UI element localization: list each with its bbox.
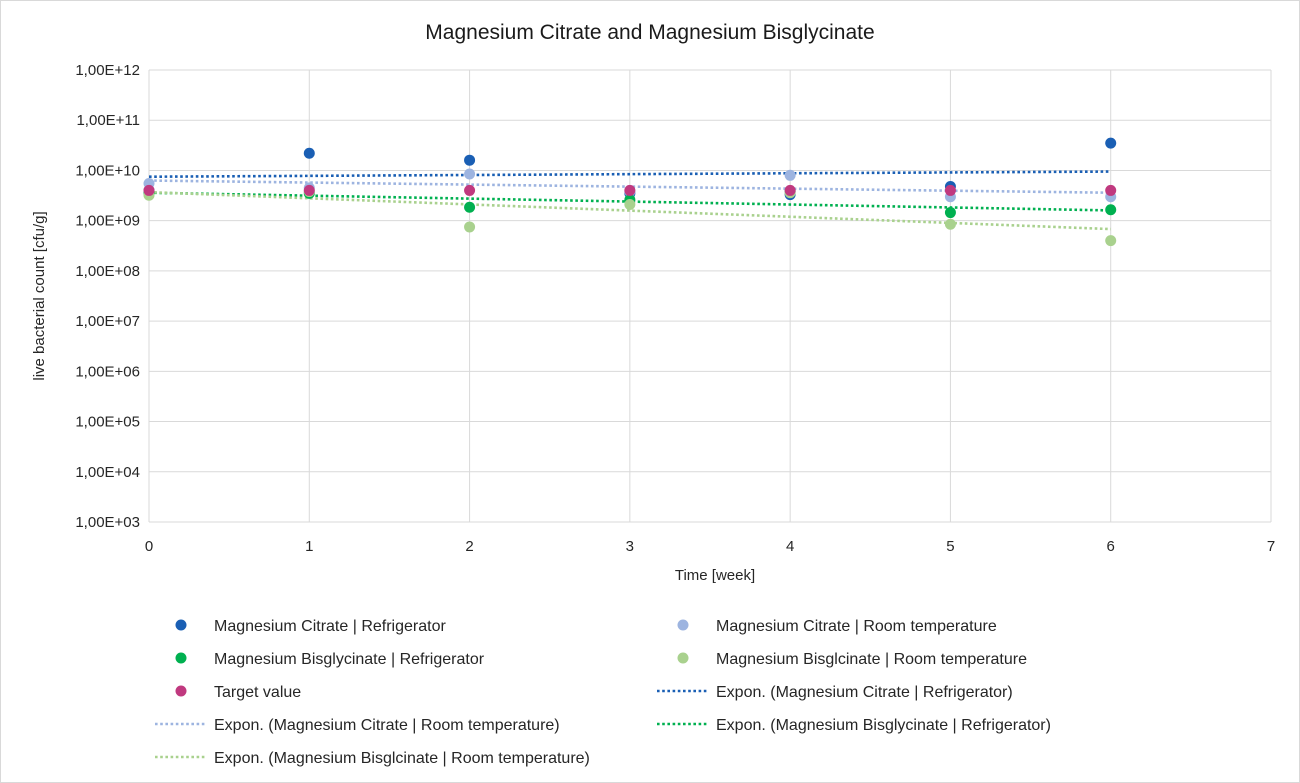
x-tick-label: 4 [786,538,794,555]
data-point [944,207,956,219]
x-tick-label: 1 [305,538,313,555]
data-point [1105,184,1117,196]
legend-label: Expon. (Magnesium Citrate | Refrigerator… [716,684,1013,701]
x-tick-label: 7 [1267,538,1275,555]
legend-marker [175,685,187,697]
gridlines [148,69,1272,523]
data-point [464,168,476,180]
data-point [944,184,956,196]
legend-label: Target value [214,684,301,701]
legend-marker [677,652,689,664]
legend: Magnesium Citrate | Refrigerator Magnesiu… [155,618,1051,767]
y-tick-label: 1,00E+07 [75,313,140,330]
legend-label: Magnesium Bisglycinate | Refrigerator [214,651,485,668]
legend-marker [175,652,187,664]
data-point [784,169,796,181]
legend-label: Magnesium Bisglcinate | Room temperature [716,651,1027,668]
trendline [148,170,1111,179]
legend-marker [677,619,689,631]
data-point [464,184,476,196]
data-point [1105,204,1117,216]
legend-label: Magnesium Citrate | Refrigerator [214,618,446,635]
x-tick-label: 0 [145,538,153,555]
y-tick-label: 1,00E+04 [75,464,140,481]
y-tick-label: 1,00E+05 [75,414,140,431]
y-axis-ticks: 1,00E+03 1,00E+04 1,00E+05 1,00E+06 1,00E+07… [75,62,140,531]
data-point [624,184,636,196]
data-point [944,218,956,230]
x-axis-label: Time [week] [675,567,755,584]
data-point [303,147,315,159]
y-tick-label: 1,00E+12 [75,62,140,79]
data-points [143,137,1117,247]
y-tick-label: 1,00E+11 [76,112,140,129]
y-tick-label: 1,00E+09 [75,213,140,230]
data-point [1105,235,1117,247]
data-point [784,184,796,196]
legend-marker [175,619,187,631]
data-point [624,198,636,210]
y-tick-label: 1,00E+10 [75,162,140,179]
data-point [464,154,476,166]
y-tick-label: 1,00E+08 [75,263,140,280]
x-axis-ticks: 0 1 2 3 4 5 6 7 [145,538,1275,555]
data-point [1105,137,1117,149]
legend-label: Expon. (Magnesium Bisglcinate | Room tem… [214,750,590,767]
x-tick-label: 6 [1107,538,1115,555]
x-tick-label: 2 [465,538,473,555]
data-point [303,184,315,196]
y-tick-label: 1,00E+06 [75,363,140,380]
data-point [464,201,476,213]
x-tick-label: 3 [626,538,634,555]
data-point [464,221,476,233]
y-axis-label: live bacterial count [cfu/g] [31,211,48,380]
x-tick-label: 5 [946,538,954,555]
data-point [143,184,155,196]
y-tick-label: 1,00E+03 [75,514,140,531]
legend-label: Expon. (Magnesium Bisglycinate | Refrige… [716,717,1051,734]
chart-title: Magnesium Citrate and Magnesium Bisglyci… [425,21,874,44]
legend-label: Expon. (Magnesium Citrate | Room tempera… [214,717,560,734]
legend-label: Magnesium Citrate | Room temperature [716,618,997,635]
